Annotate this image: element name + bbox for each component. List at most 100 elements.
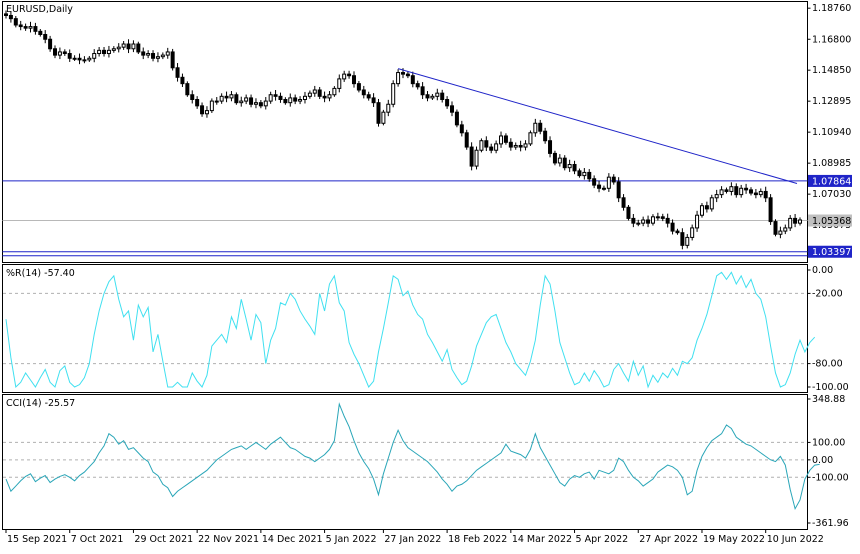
candle-body [788,217,793,229]
candle-body [562,157,567,169]
candle-body [396,72,401,85]
candle-body [307,92,312,97]
candle-body [151,53,156,59]
candle-body [415,83,420,88]
price-axis-label: 1.07030 [812,189,851,200]
candle-body [381,111,386,124]
candle-body [146,53,151,56]
candle-body [102,49,107,55]
candle-body [214,100,219,103]
candle-body [680,232,685,246]
candle-body [474,149,479,167]
candle-body [131,43,136,50]
candle-body [298,99,303,102]
candle-body [646,219,651,224]
candle-body [8,14,13,20]
date-label: 5 Apr 2022 [576,534,629,545]
cci-panel[interactable] [2,394,808,530]
williams-series: 0.00 -20.00 -80.00 -100.00 [3,265,849,393]
trendline-group [397,68,798,185]
candle-body [376,102,381,124]
candle-body [33,26,38,32]
candle-body [342,73,347,80]
candle-body [621,197,626,208]
candle-body [763,190,768,199]
williams-axis-label: -80.00 [812,359,843,370]
candle-body [82,59,87,62]
candle-body [87,57,92,61]
cci-axis-label: 0.00 [812,455,833,466]
candle-body [469,146,474,167]
candle-body [709,197,714,210]
candle-body [499,135,504,145]
candle-body [753,192,758,196]
candle-body [347,73,352,77]
candle-body [288,97,293,104]
candle-body [219,95,224,102]
price-panel-title: EURUSD,Daily [6,4,73,15]
candle-body [454,111,459,126]
williams-panel[interactable] [2,264,808,393]
trendline [397,68,798,185]
candle-body [577,170,582,177]
candle-body [665,217,670,224]
candle-body [209,100,214,112]
candle-body [420,86,425,96]
candle-body [366,94,371,99]
candle-body [53,48,58,56]
candle-body [126,43,131,50]
candle-body [121,43,126,48]
candle-body [62,51,67,55]
candle-body [43,34,48,40]
candle-body [97,49,102,55]
candle-body [371,97,376,104]
cci-panel-title: CCI(14) -25.57 [6,398,75,409]
candle-body [538,122,543,132]
candle-body [23,26,28,29]
price-panel[interactable] [2,1,808,263]
date-label: 5 Jan 2022 [326,534,377,545]
candle-body [302,95,307,101]
candle-body [141,51,146,56]
candle-body [312,89,317,94]
candle-body [719,189,724,196]
cci-axis-label: 100.00 [812,437,845,448]
candle-body [410,75,415,85]
williams-r-line [5,271,816,389]
cci-series: 348.88 100.00 0.00 -100.00 -361.96 [3,394,849,529]
price-axis-label: 1.18760 [812,3,851,14]
candle-body [57,51,62,56]
candle-body [322,95,327,99]
williams-axis-label: -20.00 [812,288,843,299]
candle-body [13,18,18,26]
candle-body [548,140,553,154]
candle-body [4,13,8,16]
candle-body [690,227,695,238]
price-level-label: 1.05368 [812,216,851,227]
candle-body [650,216,655,224]
candle-body [793,217,798,224]
candle-body [699,205,704,216]
candle-body [293,97,298,102]
date-label: 14 Dec 2021 [262,534,323,545]
candle-body [405,73,410,77]
candle-body [523,143,528,148]
candle-body [278,95,283,101]
candle-body [440,92,445,101]
candle-body [170,51,175,69]
price-level-marker [808,174,852,187]
cci-axis-label: -100.00 [812,472,849,483]
candle-body [165,51,170,56]
candle-body [479,140,484,151]
candlestick-series [4,10,802,250]
cci-line [5,402,820,511]
candle-body [445,99,450,107]
candle-body [155,56,160,59]
candle-body [18,24,23,28]
candle-body [435,92,440,97]
candle-body [337,78,342,89]
candle-body [484,140,489,148]
candle-body [704,205,709,210]
price-axis-label: 1.16800 [812,34,851,45]
